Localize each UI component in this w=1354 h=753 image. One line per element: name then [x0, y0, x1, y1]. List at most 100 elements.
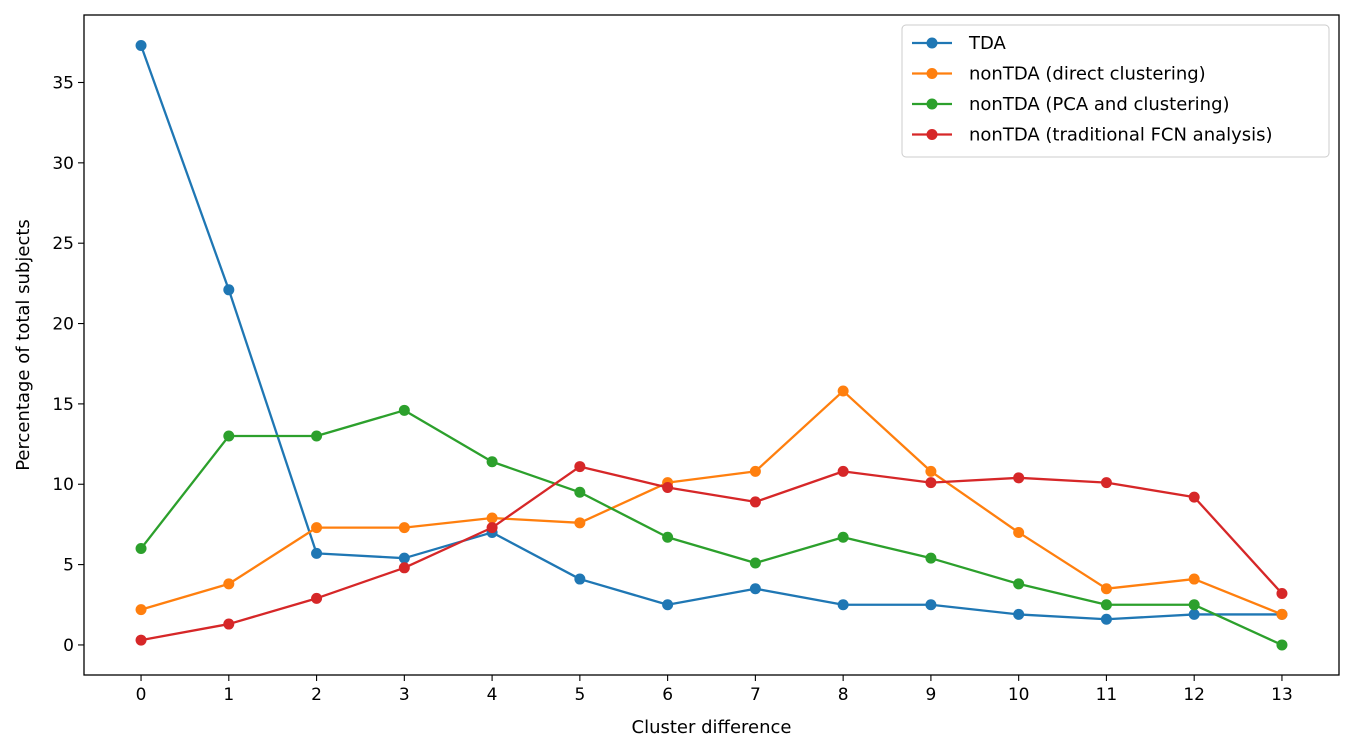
data-point: [398, 552, 410, 564]
x-tick-label: 1: [223, 685, 234, 705]
legend-item: nonTDA (traditional FCN analysis): [912, 125, 1273, 146]
data-point: [486, 522, 498, 534]
y-tick-label: 5: [63, 556, 74, 576]
legend: TDA nonTDA (direct clustering) nonTDA (PCA…: [901, 24, 1330, 158]
series-line: [140, 409, 1283, 646]
data-point: [662, 481, 674, 493]
data-point: [837, 465, 849, 477]
x-tick-label: 5: [574, 685, 585, 705]
data-point: [662, 599, 674, 611]
data-point: [311, 430, 323, 442]
x-axis: 0 1 2 3 4 5 6 7 8 9 10 11 12 13: [136, 675, 1293, 705]
data-point: [135, 543, 147, 555]
series-3: [135, 461, 1288, 646]
data-point: [398, 404, 410, 416]
data-point: [223, 578, 235, 590]
x-tick-label: 0: [136, 685, 147, 705]
legend-label: nonTDA (PCA and clustering): [969, 94, 1230, 115]
data-point: [925, 477, 937, 489]
data-point: [398, 522, 410, 534]
data-point: [1188, 608, 1200, 620]
series-line: [140, 389, 1283, 616]
data-point: [837, 531, 849, 543]
data-point: [749, 496, 761, 508]
legend-label: TDA: [968, 33, 1007, 54]
y-tick-label: 20: [52, 315, 74, 335]
y-tick-label: 30: [52, 154, 74, 174]
data-point: [223, 430, 235, 442]
data-point: [749, 557, 761, 569]
x-tick-label: 9: [925, 685, 936, 705]
data-point: [925, 552, 937, 564]
data-point: [925, 599, 937, 611]
legend-label: nonTDA (direct clustering): [969, 64, 1206, 85]
data-point: [135, 634, 147, 646]
data-point: [837, 385, 849, 397]
x-tick-label: 10: [1008, 685, 1030, 705]
data-point: [574, 486, 586, 498]
data-point: [662, 531, 674, 543]
y-tick-label: 15: [52, 395, 74, 415]
legend-marker: [926, 37, 938, 49]
legend-box: [901, 24, 1330, 158]
data-point: [1100, 583, 1112, 595]
data-point: [223, 284, 235, 296]
y-tick-label: 10: [52, 475, 74, 495]
data-point: [837, 599, 849, 611]
data-point: [1013, 472, 1025, 484]
x-tick-label: 8: [838, 685, 849, 705]
x-tick-label: 6: [662, 685, 673, 705]
x-tick-label: 13: [1271, 685, 1293, 705]
data-point: [1276, 588, 1288, 600]
data-point: [223, 618, 235, 630]
legend-marker: [926, 129, 938, 140]
legend-item: TDA: [912, 33, 1007, 54]
data-point: [749, 465, 761, 477]
series-layer: [135, 40, 1288, 651]
y-axis-label: Percentage of total subjects: [13, 219, 34, 471]
legend-marker: [926, 68, 938, 79]
x-tick-label: 4: [487, 685, 498, 705]
data-point: [135, 604, 147, 616]
series-line: [140, 465, 1283, 642]
data-point: [1276, 608, 1288, 620]
data-point: [486, 456, 498, 468]
x-tick-label: 2: [311, 685, 322, 705]
y-tick-label: 0: [63, 636, 74, 656]
series-line: [139, 45, 1282, 621]
data-point: [311, 522, 323, 534]
data-point: [1100, 599, 1112, 611]
series-2: [135, 404, 1288, 651]
plot-frame: [83, 14, 1340, 676]
data-point: [1013, 608, 1025, 620]
data-point: [311, 592, 323, 604]
x-axis-label: Cluster difference: [632, 717, 792, 738]
data-point: [486, 512, 498, 524]
data-point: [925, 465, 937, 477]
data-point: [1188, 599, 1200, 611]
data-point: [574, 573, 586, 585]
data-point: [1100, 613, 1112, 625]
data-point: [1276, 639, 1288, 651]
data-point: [574, 461, 586, 473]
data-point: [311, 547, 323, 559]
data-point: [1188, 491, 1200, 503]
data-point: [1100, 477, 1112, 489]
legend-item: nonTDA (PCA and clustering): [912, 94, 1230, 115]
data-point: [1013, 526, 1025, 538]
y-tick-label: 35: [52, 73, 74, 93]
data-point: [749, 583, 761, 595]
y-tick-label: 25: [52, 234, 74, 254]
data-point: [1013, 578, 1025, 590]
x-tick-label: 12: [1183, 685, 1205, 705]
legend-marker: [926, 98, 938, 110]
legend-label: nonTDA (traditional FCN analysis): [969, 125, 1273, 146]
data-point: [1188, 573, 1200, 585]
legend-item: nonTDA (direct clustering): [912, 64, 1206, 85]
x-tick-label: 3: [399, 685, 410, 705]
x-tick-label: 11: [1096, 685, 1118, 705]
series-1: [135, 385, 1288, 620]
data-point: [135, 40, 147, 52]
x-tick-label: 7: [750, 685, 761, 705]
